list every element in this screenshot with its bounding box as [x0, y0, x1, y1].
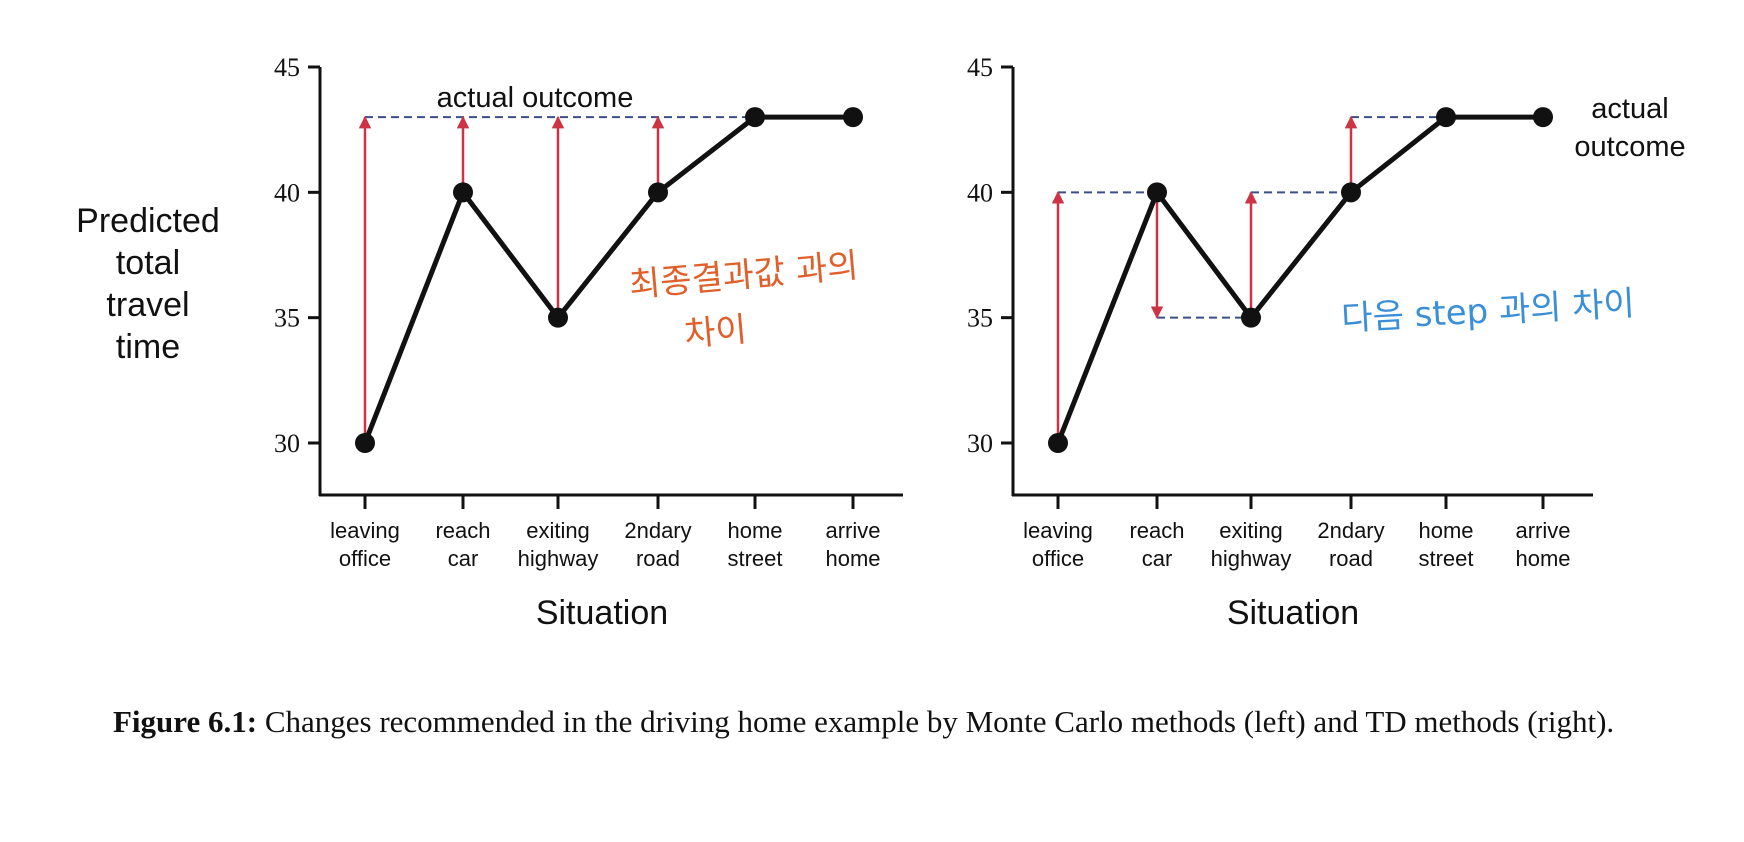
right-x-tick-label: home	[1418, 518, 1473, 543]
left-y-tick-label: 45	[274, 53, 300, 82]
left-x-tick-label: road	[636, 546, 680, 571]
left-y-tick-label: 40	[274, 178, 300, 207]
right-y-tick-label: 30	[967, 429, 993, 458]
left-x-tick-label: home	[825, 546, 880, 571]
right-data-point	[1048, 433, 1068, 453]
left-chart: 30 35 40 45 leaving office reach car exiting hig…	[274, 53, 903, 632]
left-arrows	[358, 115, 665, 443]
right-actual-outcome-label-line-1: actual	[1591, 93, 1668, 125]
left-data-point	[355, 433, 375, 453]
right-x-tick-label: highway	[1211, 546, 1292, 571]
y-axis-title: Predicted total travel time	[76, 202, 220, 366]
right-y-tick-label: 45	[967, 53, 993, 82]
right-x-axis-title: Situation	[1227, 594, 1359, 632]
caption-label: Figure 6.1:	[113, 704, 258, 739]
right-y-tick-label: 35	[967, 304, 993, 333]
left-x-tick-label: street	[727, 546, 782, 571]
left-note-line-2: 차이	[683, 310, 749, 355]
right-x-tick-label: road	[1329, 546, 1373, 571]
left-x-axis-title: Situation	[536, 594, 668, 632]
right-dashed-lines	[1058, 116, 1543, 319]
left-data-point	[453, 182, 473, 203]
right-arrows	[1051, 115, 1358, 443]
left-x-tick-label: car	[448, 546, 479, 571]
left-x-ticks: leaving office reach car exiting highway 2ndar…	[330, 495, 881, 571]
right-data-point	[1436, 107, 1456, 128]
y-axis-title-line-4: time	[116, 328, 180, 366]
left-data-point	[843, 107, 863, 128]
left-actual-outcome-label: actual outcome	[437, 82, 634, 114]
right-x-tick-label: leaving	[1023, 518, 1093, 543]
left-x-tick-label: highway	[518, 546, 599, 571]
left-x-tick-label: reach	[435, 518, 490, 543]
y-axis-title-line-3: travel	[106, 286, 189, 324]
left-handwritten-note: 최종결과값 과의 차이	[628, 246, 860, 355]
left-data-point	[745, 107, 765, 128]
right-x-tick-label: exiting	[1219, 518, 1283, 543]
right-x-ticks: leaving office reach car exiting highway 2ndar…	[1023, 495, 1571, 571]
left-y-tick-label: 35	[274, 304, 300, 333]
right-data-point	[1147, 182, 1167, 203]
left-y-ticks: 30 35 40 45	[274, 53, 320, 458]
right-x-tick-label: arrive	[1515, 518, 1570, 543]
right-x-tick-label: home	[1515, 546, 1570, 571]
right-points	[1048, 107, 1553, 453]
left-y-tick-label: 30	[274, 429, 300, 458]
left-x-tick-label: leaving	[330, 518, 400, 543]
left-x-tick-label: home	[727, 518, 782, 543]
right-data-point	[1341, 182, 1361, 203]
right-actual-outcome-label-line-2: outcome	[1574, 131, 1685, 163]
right-y-ticks: 30 35 40 45	[967, 53, 1013, 458]
right-x-tick-label: car	[1142, 546, 1173, 571]
left-points	[355, 107, 863, 453]
left-data-point	[548, 307, 568, 328]
left-x-tick-label: office	[339, 546, 391, 571]
right-data-point	[1533, 107, 1553, 128]
right-data-point	[1241, 307, 1261, 328]
right-note-line-1: 다음 step 과의 차이	[1340, 284, 1635, 339]
right-chart: 30 35 40 45 leaving office reach car exiting hig…	[967, 53, 1686, 632]
figure-caption: Figure 6.1: Changes recommended in the d…	[113, 700, 1653, 744]
right-y-tick-label: 40	[967, 178, 993, 207]
left-x-tick-label: 2ndary	[624, 518, 691, 543]
right-x-tick-label: 2ndary	[1317, 518, 1384, 543]
right-prediction-line	[1055, 114, 1543, 444]
left-data-point	[648, 182, 668, 203]
right-x-tick-label: office	[1032, 546, 1084, 571]
right-handwritten-note: 다음 step 과의 차이	[1340, 284, 1635, 339]
right-x-tick-label: street	[1418, 546, 1473, 571]
y-axis-title-line-1: Predicted	[76, 202, 220, 240]
left-note-line-1: 최종결과값 과의	[628, 246, 860, 306]
right-x-tick-label: reach	[1129, 518, 1184, 543]
left-x-tick-label: exiting	[526, 518, 590, 543]
left-x-tick-label: arrive	[825, 518, 880, 543]
y-axis-title-line-2: total	[116, 244, 180, 282]
left-prediction-line	[362, 114, 853, 444]
caption-text: Changes recommended in the driving home …	[264, 704, 1615, 739]
